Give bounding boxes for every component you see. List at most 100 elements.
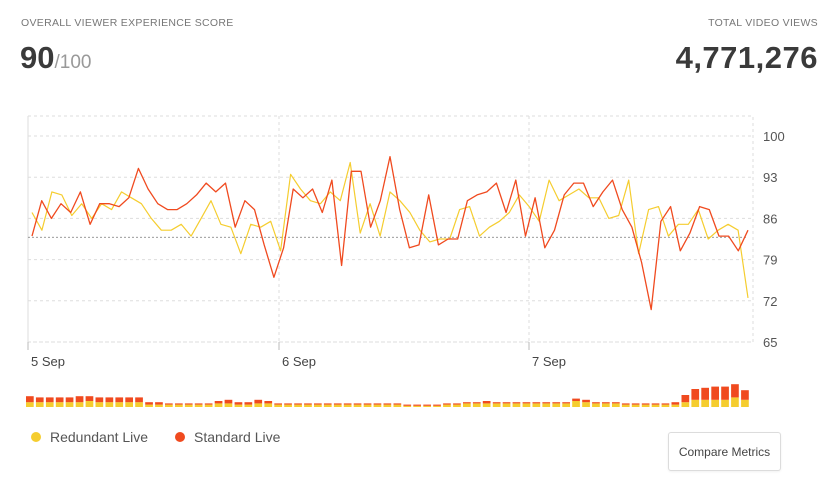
y-axis-ticks: 100 93 86 79 72 65 [763, 129, 785, 350]
bar-standard [65, 397, 74, 403]
bar-redundant [65, 402, 74, 407]
viewer-experience-score-label: OVERALL VIEWER EXPERIENCE SCORE [21, 17, 234, 29]
bar-standard [165, 403, 173, 405]
bar-standard [224, 399, 233, 404]
bar-standard [552, 402, 561, 404]
bar-standard [602, 402, 610, 404]
bar-standard [721, 386, 729, 400]
bar-standard [423, 404, 431, 406]
bar-redundant [184, 404, 193, 407]
bar-redundant [453, 404, 461, 407]
bar-standard [373, 403, 382, 405]
bar-standard [125, 397, 133, 403]
bar-redundant [135, 402, 143, 407]
bar-redundant [125, 402, 133, 407]
bar-standard [254, 399, 263, 404]
bar-standard [145, 402, 153, 405]
bar-redundant [105, 402, 114, 407]
legend-standard-live[interactable]: Standard Live [175, 429, 280, 445]
bar-redundant [294, 404, 302, 407]
bar-redundant [433, 405, 441, 407]
bar-redundant [403, 405, 412, 407]
bar-standard [572, 398, 580, 401]
bar-redundant [145, 404, 153, 407]
legend-standard-dot-icon [175, 432, 185, 442]
bar-redundant [204, 404, 213, 407]
y-tick-label: 100 [763, 129, 785, 144]
compare-metrics-button[interactable]: Compare Metrics [668, 432, 781, 471]
bar-redundant [45, 402, 54, 407]
bar-standard [621, 403, 630, 405]
line-series [31, 155, 749, 311]
bar-redundant [284, 404, 292, 407]
x-tick-label: 5 Sep [31, 354, 65, 369]
bar-standard [155, 402, 163, 405]
legend-redundant-dot-icon [31, 432, 41, 442]
total-video-views-value: 4,771,276 [675, 40, 818, 75]
score-denominator: /100 [54, 52, 92, 73]
bar-redundant [463, 403, 471, 407]
bar-redundant [254, 403, 263, 407]
bar-standard [234, 402, 243, 405]
bar-standard [184, 403, 193, 405]
score-value: 90 [20, 40, 55, 75]
bar-standard [274, 403, 282, 405]
y-tick-label: 72 [763, 294, 777, 309]
bar-redundant [333, 404, 342, 407]
bar-standard [244, 402, 253, 405]
bar-redundant [612, 403, 620, 407]
bar-standard [214, 401, 223, 404]
y-tick-label: 79 [763, 253, 777, 268]
bar-standard [651, 403, 660, 405]
legend-redundant-live[interactable]: Redundant Live [31, 429, 148, 445]
bar-redundant [75, 402, 84, 407]
bar-redundant [552, 403, 561, 407]
bar-standard [671, 402, 680, 405]
bar-standard [304, 403, 312, 405]
bar-redundant [85, 401, 94, 407]
bar-standard [562, 402, 570, 404]
bar-redundant [731, 397, 739, 407]
bar-redundant [314, 404, 322, 407]
bar-standard [264, 401, 273, 404]
bar-standard [55, 397, 64, 403]
bar-standard [741, 390, 749, 400]
bar-redundant [363, 404, 372, 407]
bar-redundant [26, 402, 34, 407]
bar-standard [115, 397, 124, 403]
bar-redundant [522, 403, 531, 407]
bar-redundant [323, 404, 332, 407]
bar-standard [353, 403, 362, 405]
bar-redundant [383, 404, 392, 407]
bar-redundant [621, 404, 630, 407]
legend-redundant-label: Redundant Live [50, 429, 149, 445]
bar-redundant [274, 404, 282, 407]
bar-standard [26, 396, 34, 403]
chart-grid [27, 115, 754, 343]
bar-redundant [244, 404, 253, 407]
series-line-redundant [31, 161, 749, 298]
bar-redundant [343, 404, 352, 407]
bar-standard [433, 404, 441, 406]
bar-standard [681, 395, 690, 403]
bar-standard [711, 386, 719, 400]
bar-redundant [115, 402, 124, 407]
y-tick-label: 65 [763, 335, 777, 350]
bar-standard [393, 403, 402, 405]
bar-redundant [651, 404, 660, 407]
bar-redundant [721, 399, 729, 407]
bar-redundant [572, 401, 580, 407]
bar-redundant [353, 404, 362, 407]
bar-standard [532, 402, 541, 404]
bar-standard [731, 384, 739, 398]
bar-redundant [701, 399, 709, 407]
bar-standard [343, 403, 352, 405]
bar-standard [641, 403, 650, 405]
bar-redundant [155, 404, 163, 407]
bar-redundant [214, 403, 223, 407]
bar-standard [85, 396, 94, 401]
bar-redundant [602, 403, 610, 407]
bar-redundant [681, 402, 690, 407]
bar-redundant [194, 404, 203, 407]
bar-standard [592, 402, 600, 404]
